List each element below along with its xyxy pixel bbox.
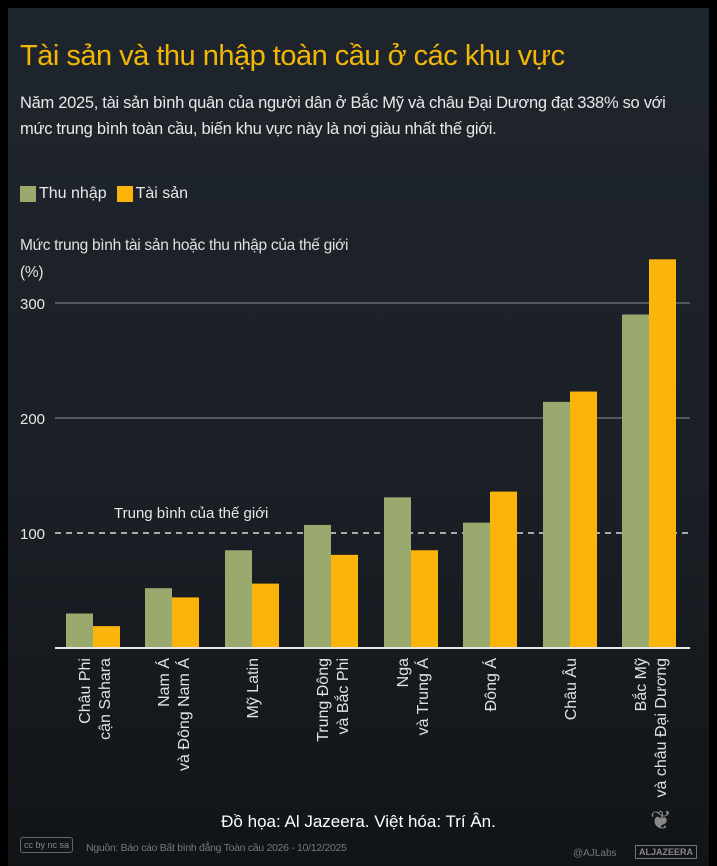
x-tick-label: và Bắc Phi <box>333 658 352 734</box>
aljazeera-logo-icon: ❦ <box>650 805 672 835</box>
legend-label-income: Thu nhập <box>39 185 107 202</box>
bar-wealth <box>570 391 597 648</box>
x-tick-label: Đông Á <box>481 658 500 712</box>
bar-income <box>145 588 172 648</box>
bar-wealth <box>93 626 120 648</box>
y-tick-label: 300 <box>20 296 45 313</box>
bar-wealth <box>490 491 517 648</box>
bar-wealth <box>411 550 438 648</box>
bar-income <box>543 401 570 648</box>
x-tick-label: cận Sahara <box>97 658 114 740</box>
y-axis-label: Mức trung bình tài sản hoặc thu nhập của… <box>20 232 348 286</box>
x-tick-label: và Trung Á <box>413 658 432 736</box>
x-tick-label: Châu Âu <box>561 658 580 720</box>
handle-text: @AJLabs <box>573 848 617 859</box>
brand-logo: ALJAZEERA <box>635 845 698 859</box>
legend-swatch-wealth <box>116 186 133 202</box>
bar-income <box>304 524 331 648</box>
source-text: Nguồn: Báo cáo Bất bình đẳng Toàn cầu 20… <box>86 842 347 854</box>
bar-wealth <box>252 583 279 648</box>
y-axis-title: Mức trung bình tài sản hoặc thu nhập của… <box>20 237 349 254</box>
bar-income <box>66 613 93 648</box>
x-tick-label: và châu Đại Dương <box>653 658 670 798</box>
legend-label-wealth: Tài sản <box>135 185 189 202</box>
y-tick-label: 200 <box>20 411 45 428</box>
y-axis-unit: (%) <box>20 264 44 281</box>
legend-item-wealth: Tài sản <box>116 185 189 203</box>
x-tick-label: Bắc Mỹ <box>631 658 650 711</box>
y-tick-label: 100 <box>20 526 45 543</box>
x-tick-label: Mỹ Latin <box>245 658 262 718</box>
bar-wealth <box>331 554 358 648</box>
cc-license-badge: cc by nc sa <box>20 837 74 853</box>
reference-line-label: Trung bình của thế giới <box>114 505 268 522</box>
legend-item-income: Thu nhập <box>20 185 107 203</box>
legend: Thu nhập Tài sản <box>20 185 188 203</box>
chart-subtitle: Năm 2025, tài sản bình quân của người dâ… <box>20 94 666 138</box>
x-tick-label: Trung Đông <box>315 658 332 742</box>
x-tick-label: Nga <box>395 658 412 687</box>
bar-wealth <box>649 259 676 648</box>
bar-income <box>463 522 490 648</box>
bar-income <box>622 314 649 648</box>
legend-swatch-income <box>20 186 36 202</box>
x-tick-label: Nam Á <box>154 658 173 707</box>
bar-income <box>384 497 411 648</box>
chart-title: Tài sản và thu nhập toàn cầu ở các khu v… <box>20 40 565 72</box>
bar-wealth <box>172 597 199 648</box>
x-tick-label: Châu Phi <box>77 658 94 724</box>
x-tick-label: và Đông Nam Á <box>174 658 193 771</box>
bar-income <box>225 550 252 648</box>
credit-text: Đồ họa: Al Jazeera. Việt hóa: Trí Ân. <box>221 812 496 831</box>
